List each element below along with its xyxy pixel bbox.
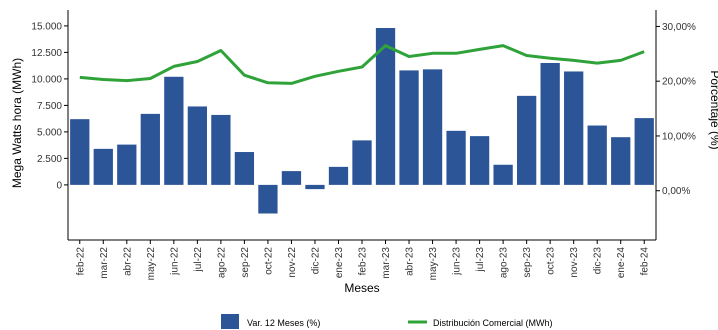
y2-tick-label: 10,00% <box>662 131 696 142</box>
y2-tick-label: 30,00% <box>662 22 696 33</box>
x-tick-label: nov-23 <box>569 247 580 278</box>
y-tick-label: 2.500 <box>37 154 62 165</box>
x-tick-label: abr-23 <box>405 247 416 276</box>
bar <box>187 106 208 185</box>
x-axis-title: Meses <box>344 281 379 295</box>
x-tick-label: feb-24 <box>640 247 651 276</box>
bar <box>516 95 537 185</box>
line-series <box>79 44 645 85</box>
x-tick-label: abr-22 <box>122 247 133 276</box>
bar <box>234 152 255 185</box>
bar <box>375 28 396 185</box>
bar <box>70 119 90 185</box>
x-tick-label: dic-22 <box>310 247 321 275</box>
x-tick-label: oct-23 <box>546 247 557 275</box>
bar <box>258 184 278 214</box>
x-tick-label: oct-22 <box>263 247 274 275</box>
bar <box>587 125 607 185</box>
y-tick-label: 10.000 <box>31 74 62 85</box>
y-tick-label: 15.000 <box>31 21 62 32</box>
x-tick-label: sep-23 <box>522 247 533 278</box>
bars <box>70 28 654 214</box>
bar <box>493 164 513 185</box>
bar <box>328 166 349 185</box>
bar <box>446 130 466 185</box>
x-tick-label: ago-22 <box>216 247 227 279</box>
left-axis: 0 2.500 5.000 7.500 10.000 12.500 15.000 <box>31 10 69 240</box>
bar <box>540 62 560 185</box>
x-tick-label: jun-22 <box>169 247 180 276</box>
y-tick-label: 12.500 <box>31 48 62 59</box>
x-tick-label: jul-22 <box>193 247 204 273</box>
line-series-path <box>79 44 645 85</box>
y-axis-title: Mega Watts hora (MWh) <box>10 58 24 188</box>
y-tick-label: 0 <box>56 180 62 191</box>
bar <box>469 136 490 185</box>
x-tick-label: feb-23 <box>358 247 369 276</box>
bar <box>399 70 419 185</box>
x-tick-label: jul-23 <box>475 247 486 273</box>
x-tick-label: dic-23 <box>593 247 604 275</box>
bar <box>305 184 325 190</box>
bar <box>634 118 654 185</box>
x-tick-label: may-23 <box>428 247 439 281</box>
bar <box>164 76 184 185</box>
bar <box>422 69 443 185</box>
x-tick-label: ene-23 <box>334 247 345 279</box>
bar <box>140 113 160 185</box>
bar <box>211 114 231 185</box>
legend-label: Distribución Comercial (MWh) <box>433 318 553 328</box>
y2-tick-label: 0,00% <box>662 186 690 197</box>
bar <box>352 140 372 185</box>
legend-swatch-bar <box>221 314 239 329</box>
bar <box>117 144 137 185</box>
x-tick-label: ago-23 <box>499 247 510 279</box>
right-axis: 0,00% 10,00% 20,00% 30,00% <box>655 10 696 240</box>
y2-axis-title: Porcentaje (%) <box>708 70 718 149</box>
bar <box>564 71 584 185</box>
x-tick-label: ene-24 <box>616 247 627 279</box>
bar <box>281 171 302 185</box>
legend-label: Var. 12 Meses (%) <box>247 318 320 328</box>
x-tick-label: may-22 <box>146 247 157 281</box>
x-tick-label: nov-22 <box>287 247 298 278</box>
x-axis: feb-22 mar-22 abr-22 may-22 jun-22 jul-22 ago-… <box>68 239 656 281</box>
y-tick-label: 7.500 <box>37 101 62 112</box>
bar <box>93 148 113 185</box>
x-tick-label: mar-23 <box>381 247 392 279</box>
legend: Var. 12 Meses (%) Distribución Comercial … <box>221 314 553 329</box>
y-tick-label: 5.000 <box>37 127 62 138</box>
x-tick-label: feb-22 <box>75 247 86 276</box>
x-tick-label: mar-22 <box>99 247 110 279</box>
y2-tick-label: 20,00% <box>662 77 696 88</box>
x-tick-label: sep-22 <box>240 247 251 278</box>
bar <box>611 137 631 185</box>
x-tick-label: jun-23 <box>452 247 463 276</box>
